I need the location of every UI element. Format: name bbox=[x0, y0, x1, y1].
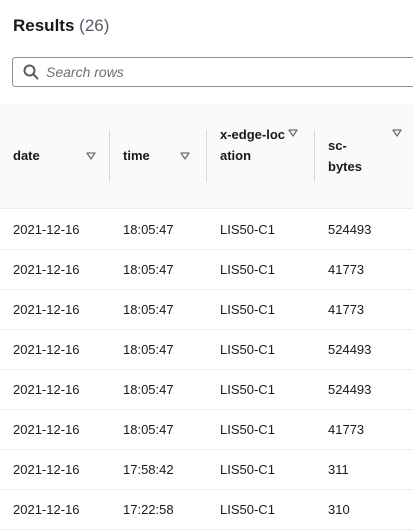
cell-date: 2021-12-16 bbox=[0, 208, 110, 250]
sort-caret-down-icon[interactable] bbox=[288, 129, 298, 137]
cell-date: 2021-12-16 bbox=[0, 369, 110, 410]
cell-date: 2021-12-16 bbox=[0, 489, 110, 530]
table-row: 2021-12-16 17:58:42 LIS50-C1 311 bbox=[0, 449, 413, 490]
table-row: 2021-12-16 18:05:47 LIS50-C1 41773 bbox=[0, 409, 413, 450]
cell-x-edge-location: LIS50-C1 bbox=[207, 489, 315, 530]
search-input[interactable] bbox=[46, 59, 413, 85]
cell-x-edge-location: LIS50-C1 bbox=[207, 289, 315, 330]
sort-caret-down-icon[interactable] bbox=[392, 129, 402, 137]
cell-x-edge-location: LIS50-C1 bbox=[207, 449, 315, 490]
cell-sc-bytes: 524493 bbox=[315, 329, 413, 370]
column-header-sc-bytes[interactable]: sc-bytes bbox=[315, 104, 413, 209]
sort-caret-down-icon[interactable] bbox=[86, 152, 96, 160]
sort-caret-down-icon[interactable] bbox=[180, 152, 190, 160]
cell-sc-bytes: 311 bbox=[315, 449, 413, 490]
results-table: date time bbox=[0, 104, 413, 530]
cell-x-edge-location: LIS50-C1 bbox=[207, 369, 315, 410]
cell-date: 2021-12-16 bbox=[0, 249, 110, 290]
cell-date: 2021-12-16 bbox=[0, 449, 110, 490]
column-header-time[interactable]: time bbox=[110, 104, 207, 209]
cell-time: 18:05:47 bbox=[110, 289, 207, 330]
cell-x-edge-location: LIS50-C1 bbox=[207, 329, 315, 370]
cell-time: 18:05:47 bbox=[110, 249, 207, 290]
cell-sc-bytes: 41773 bbox=[315, 289, 413, 330]
table-row: 2021-12-16 18:05:47 LIS50-C1 41773 bbox=[0, 289, 413, 330]
results-title: Results bbox=[13, 16, 75, 35]
column-header-label: sc-bytes bbox=[328, 138, 362, 174]
column-header-x-edge-location[interactable]: x-edge-location bbox=[207, 104, 315, 209]
results-count: (26) bbox=[79, 16, 110, 35]
cell-sc-bytes: 41773 bbox=[315, 249, 413, 290]
cell-time: 18:05:47 bbox=[110, 208, 207, 250]
search-icon bbox=[23, 64, 39, 80]
cell-time: 17:58:42 bbox=[110, 449, 207, 490]
cell-x-edge-location: LIS50-C1 bbox=[207, 208, 315, 250]
cell-sc-bytes: 524493 bbox=[315, 208, 413, 250]
column-divider[interactable] bbox=[314, 130, 315, 182]
cell-time: 18:05:47 bbox=[110, 369, 207, 410]
column-divider[interactable] bbox=[109, 130, 110, 182]
cell-x-edge-location: LIS50-C1 bbox=[207, 409, 315, 450]
cell-x-edge-location: LIS50-C1 bbox=[207, 249, 315, 290]
cell-sc-bytes: 41773 bbox=[315, 409, 413, 450]
cell-time: 18:05:47 bbox=[110, 409, 207, 450]
column-header-date[interactable]: date bbox=[0, 104, 110, 209]
column-header-label: x-edge-location bbox=[220, 127, 286, 163]
table-header-row: date time bbox=[0, 104, 413, 209]
table-row: 2021-12-16 18:05:47 LIS50-C1 524493 bbox=[0, 369, 413, 410]
cell-date: 2021-12-16 bbox=[0, 329, 110, 370]
table-row: 2021-12-16 18:05:47 LIS50-C1 524493 bbox=[0, 208, 413, 250]
column-header-label: date bbox=[13, 148, 40, 163]
results-table-container: date time bbox=[0, 104, 413, 530]
cell-sc-bytes: 310 bbox=[315, 489, 413, 530]
table-row: 2021-12-16 18:05:47 LIS50-C1 524493 bbox=[0, 329, 413, 370]
cell-date: 2021-12-16 bbox=[0, 289, 110, 330]
cell-time: 17:22:58 bbox=[110, 489, 207, 530]
results-header: Results (26) bbox=[13, 16, 109, 36]
search-box[interactable] bbox=[12, 57, 413, 87]
table-row: 2021-12-16 17:22:58 LIS50-C1 310 bbox=[0, 489, 413, 530]
column-header-label: time bbox=[123, 148, 150, 163]
table-row: 2021-12-16 18:05:47 LIS50-C1 41773 bbox=[0, 249, 413, 290]
cell-sc-bytes: 524493 bbox=[315, 369, 413, 410]
column-divider[interactable] bbox=[206, 130, 207, 182]
cell-time: 18:05:47 bbox=[110, 329, 207, 370]
cell-date: 2021-12-16 bbox=[0, 409, 110, 450]
